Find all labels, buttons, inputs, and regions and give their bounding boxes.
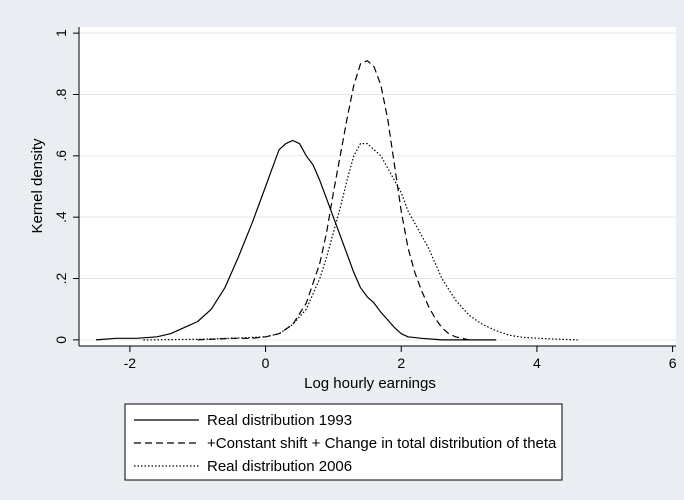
legend: Real distribution 1993 +Constant shift + … — [124, 403, 563, 481]
x-tick-label: 6 — [669, 355, 677, 371]
y-axis-label: Kernel density — [29, 138, 46, 234]
x-tick-label: 0 — [262, 355, 270, 371]
series-line-1 — [95, 139, 497, 341]
y-tick-label: .6 — [53, 150, 69, 162]
y-tick-label: .4 — [53, 211, 69, 223]
legend-label-3: Real distribution 2006 — [207, 458, 352, 475]
x-axis-label: Log hourly earnings — [304, 375, 436, 392]
y-tick-label: .8 — [53, 88, 69, 100]
series-lines — [95, 60, 578, 341]
legend-box — [124, 403, 563, 481]
x-tick-label: -2 — [124, 355, 137, 371]
series-line-3 — [143, 143, 578, 341]
x-tick-label: 4 — [533, 355, 541, 371]
y-tick-label: .2 — [53, 272, 69, 284]
legend-label-2: +Constant shift + Change in total distri… — [207, 435, 557, 452]
y-tick-label: 1 — [53, 29, 69, 37]
x-tick-label: 2 — [397, 355, 405, 371]
y-tick-label: 0 — [53, 336, 69, 344]
legend-label-1: Real distribution 1993 — [207, 412, 352, 429]
plot-area — [79, 27, 676, 346]
axes: 0 .2 .4 .6 .8 1 -2 0 2 4 6 — [53, 27, 677, 371]
